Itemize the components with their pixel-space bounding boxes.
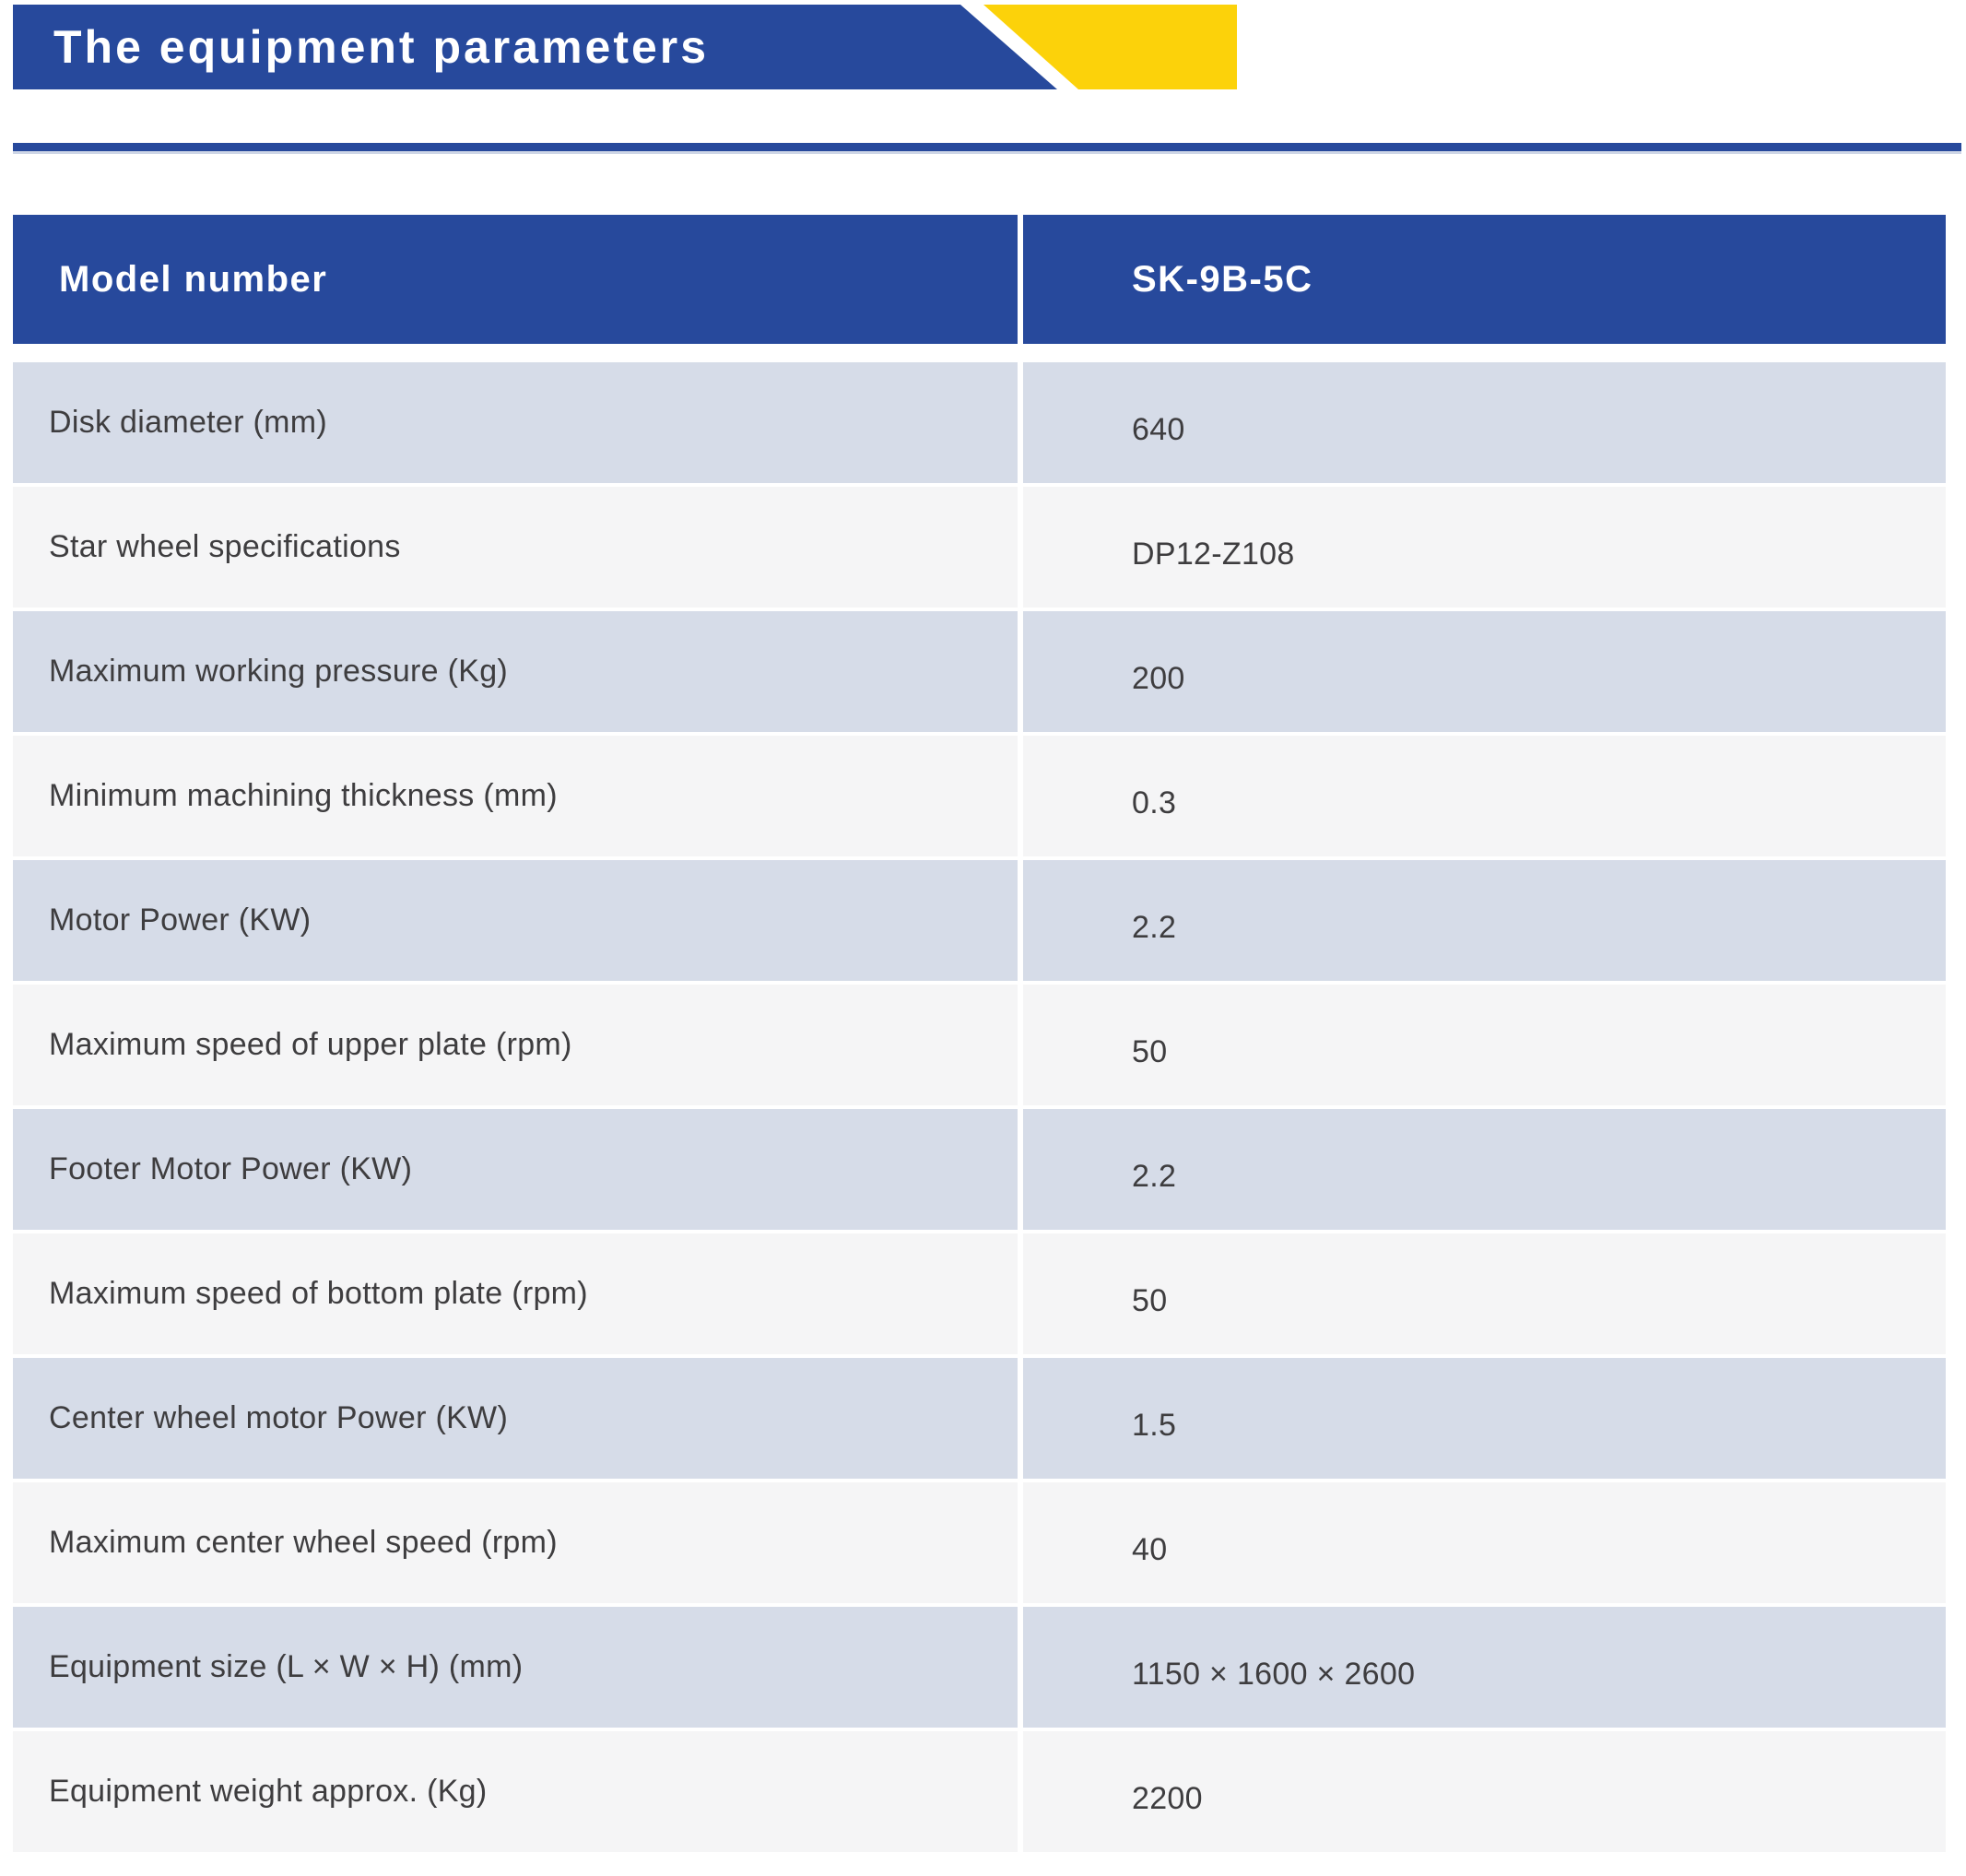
divider-rule-shadow xyxy=(13,151,1961,154)
row-value: 640 xyxy=(1023,362,1946,483)
row-label: Star wheel specifications xyxy=(13,487,1018,608)
row-value: 1150 × 1600 × 2600 xyxy=(1023,1607,1946,1728)
row-value: 50 xyxy=(1023,1233,1946,1354)
row-label: Maximum working pressure (Kg) xyxy=(13,611,1018,732)
row-value: 2200 xyxy=(1023,1731,1946,1852)
row-value: 1.5 xyxy=(1023,1358,1946,1479)
row-label: Center wheel motor Power (KW) xyxy=(13,1358,1018,1479)
row-value: 0.3 xyxy=(1023,736,1946,856)
table-row: Equipment size (L × W × H) (mm) 1150 × 1… xyxy=(13,1607,1946,1728)
parameters-table: Model number SK-9B-5C Disk diameter (mm)… xyxy=(13,215,1946,1852)
row-label: Maximum speed of upper plate (rpm) xyxy=(13,985,1018,1105)
table-row: Center wheel motor Power (KW) 1.5 xyxy=(13,1358,1946,1479)
divider-rule xyxy=(13,143,1961,151)
header-model-number-label: Model number xyxy=(13,215,1018,344)
title-banner: The equipment parameters xyxy=(13,5,1057,89)
row-value: 200 xyxy=(1023,611,1946,732)
row-value: 2.2 xyxy=(1023,1109,1946,1230)
page-title: The equipment parameters xyxy=(53,21,710,73)
table-row: Maximum speed of bottom plate (rpm) 50 xyxy=(13,1233,1946,1354)
row-value: DP12-Z108 xyxy=(1023,487,1946,608)
row-label: Equipment size (L × W × H) (mm) xyxy=(13,1607,1018,1728)
table-row: Maximum working pressure (Kg) 200 xyxy=(13,611,1946,732)
row-value: 50 xyxy=(1023,985,1946,1105)
row-label: Maximum center wheel speed (rpm) xyxy=(13,1482,1018,1603)
table-row: Footer Motor Power (KW) 2.2 xyxy=(13,1109,1946,1230)
table-row: Equipment weight approx. (Kg) 2200 xyxy=(13,1731,1946,1852)
row-label: Equipment weight approx. (Kg) xyxy=(13,1731,1018,1852)
table-row: Disk diameter (mm) 640 xyxy=(13,362,1946,483)
table-row: Minimum machining thickness (mm) 0.3 xyxy=(13,736,1946,856)
row-value: 2.2 xyxy=(1023,860,1946,981)
table-row: Maximum speed of upper plate (rpm) 50 xyxy=(13,985,1946,1105)
row-label: Footer Motor Power (KW) xyxy=(13,1109,1018,1230)
table-row: Star wheel specifications DP12-Z108 xyxy=(13,487,1946,608)
row-label: Motor Power (KW) xyxy=(13,860,1018,981)
row-label: Maximum speed of bottom plate (rpm) xyxy=(13,1233,1018,1354)
table-row: Maximum center wheel speed (rpm) 40 xyxy=(13,1482,1946,1603)
header-model-number-value: SK-9B-5C xyxy=(1023,215,1946,344)
row-value: 40 xyxy=(1023,1482,1946,1603)
row-label: Minimum machining thickness (mm) xyxy=(13,736,1018,856)
table-row: Motor Power (KW) 2.2 xyxy=(13,860,1946,981)
table-body: Disk diameter (mm) 640 Star wheel specif… xyxy=(13,362,1946,1852)
row-label: Disk diameter (mm) xyxy=(13,362,1018,483)
table-header-row: Model number SK-9B-5C xyxy=(13,215,1946,344)
